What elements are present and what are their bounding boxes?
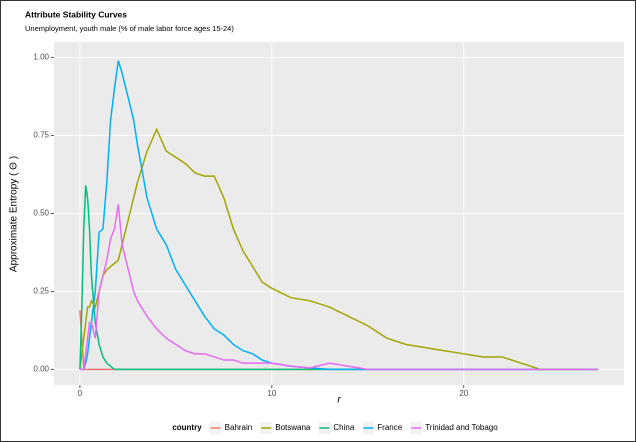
- legend-title: country: [172, 423, 202, 432]
- y-tick-label: 0.75: [33, 131, 49, 140]
- chart-subtitle: Unemployment, youth male (% of male labo…: [25, 24, 234, 33]
- legend-label: Trinidad and Tobago: [425, 423, 498, 432]
- y-axis-label: Approximate Entropy ( Θ ): [9, 156, 20, 272]
- legend-label: France: [377, 423, 402, 432]
- y-tick-label: 0.25: [33, 287, 49, 296]
- y-tick-label: 0.00: [33, 365, 49, 374]
- x-tick-label: 10: [267, 389, 276, 398]
- legend: country Bahrain Botswana China France Trinida…: [172, 422, 498, 434]
- legend-label: China: [333, 423, 354, 432]
- y-tick-label: 0.50: [33, 209, 49, 218]
- x-tick-label: 0: [78, 389, 83, 398]
- legend-label: Bahrain: [225, 423, 253, 432]
- x-tick-label: 20: [459, 389, 468, 398]
- chart-title: Attribute Stability Curves: [25, 9, 127, 19]
- y-tick-label: 1.00: [33, 53, 49, 62]
- line: [79, 204, 599, 371]
- legend-label: Botswana: [275, 423, 311, 432]
- x-axis-label: r: [337, 395, 341, 406]
